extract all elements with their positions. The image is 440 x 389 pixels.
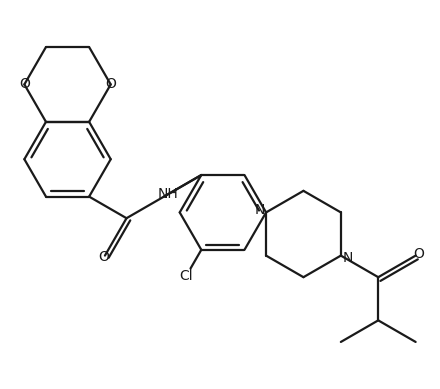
Text: O: O: [105, 77, 116, 91]
Text: O: O: [19, 77, 30, 91]
Text: N: N: [254, 203, 265, 217]
Text: Cl: Cl: [180, 269, 193, 283]
Text: NH: NH: [158, 187, 179, 201]
Text: N: N: [342, 251, 352, 265]
Text: O: O: [99, 251, 109, 265]
Text: O: O: [413, 247, 424, 261]
